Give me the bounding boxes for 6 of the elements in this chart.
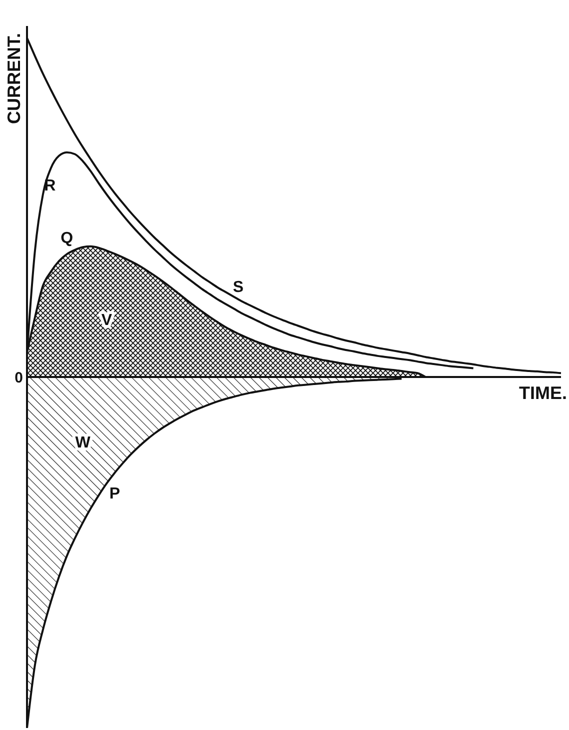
ref-line-label: 0 (14, 369, 23, 386)
series-label: Q (60, 230, 74, 247)
series-label: P (109, 484, 120, 502)
y-axis-title: CURRENT. (4, 33, 24, 124)
series-label: S (232, 278, 244, 296)
x-axis-title: TIME. (519, 383, 567, 403)
